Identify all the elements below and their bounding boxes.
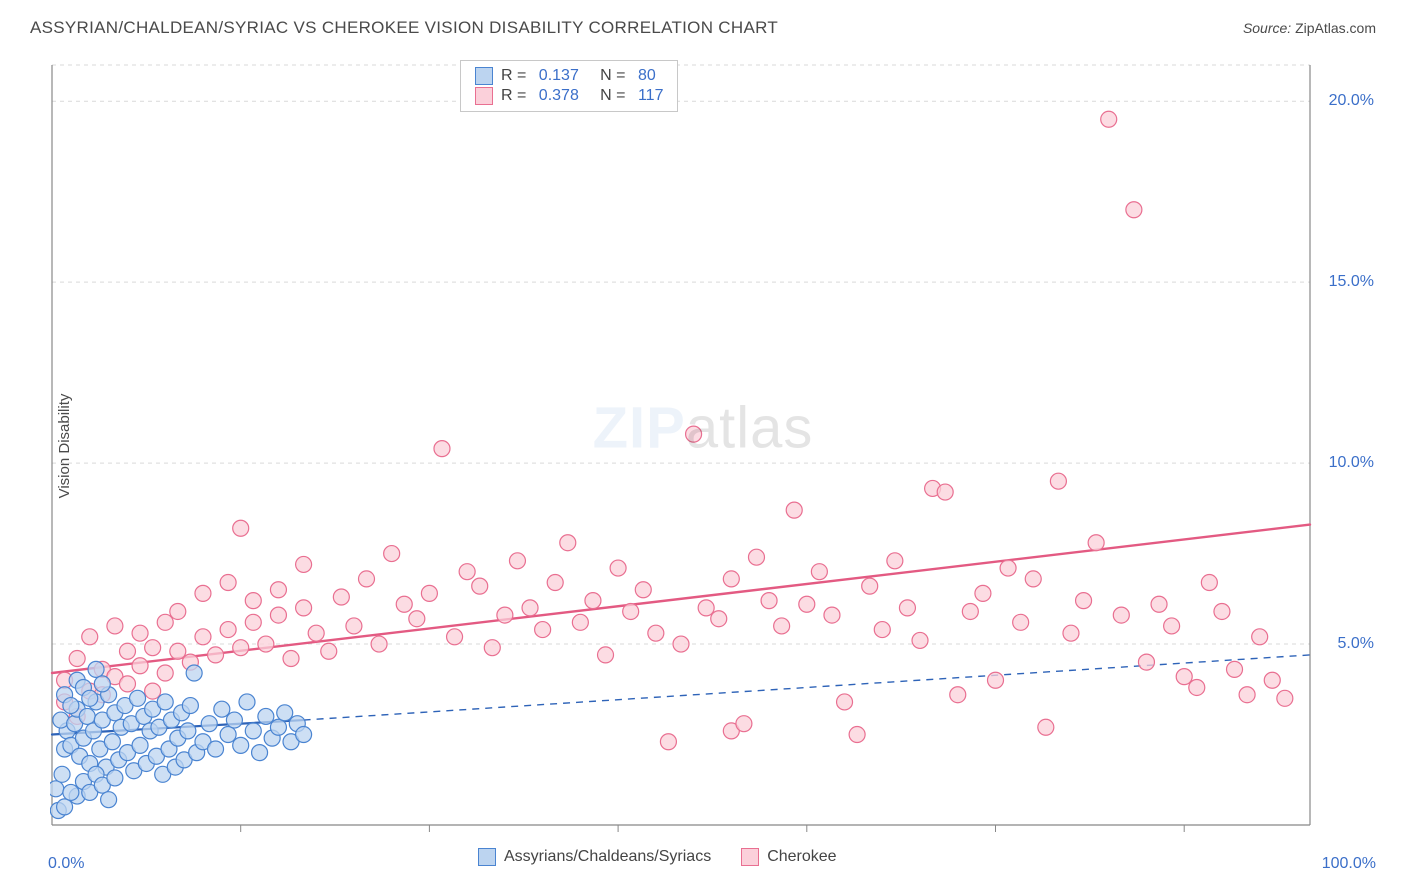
legend-r-label: R =: [501, 87, 531, 105]
series-legend-item: Cherokee: [741, 848, 836, 866]
legend-n-value: 117: [638, 87, 664, 105]
legend-n-value: 80: [638, 67, 656, 85]
series-legend-item: Assyrians/Chaldeans/Syriacs: [478, 848, 711, 866]
x-axis-min: 0.0%: [48, 855, 84, 873]
legend-r-value: 0.137: [539, 67, 579, 85]
x-axis-max: 100.0%: [1322, 855, 1376, 873]
series-legend: Assyrians/Chaldeans/Syriacs Cherokee: [478, 848, 837, 866]
y-tick-label: 5.0%: [1338, 635, 1374, 653]
series-legend-label: Assyrians/Chaldeans/Syriacs: [504, 848, 711, 866]
legend-n-label: N =: [587, 67, 630, 85]
correlation-legend: R = 0.137 N = 80R = 0.378 N = 117: [460, 60, 678, 112]
series-legend-label: Cherokee: [767, 848, 836, 866]
y-tick-label: 20.0%: [1329, 92, 1374, 110]
legend-n-label: N =: [587, 87, 630, 105]
source-attribution: Source: ZipAtlas.com: [1243, 20, 1376, 36]
scatter-plot: [50, 55, 1370, 845]
legend-r-label: R =: [501, 67, 531, 85]
legend-swatch: [475, 67, 493, 85]
legend-row: R = 0.378 N = 117: [475, 86, 663, 106]
legend-r-value: 0.378: [539, 87, 579, 105]
source-label: Source:: [1243, 20, 1291, 36]
legend-swatch: [475, 87, 493, 105]
source-value: ZipAtlas.com: [1295, 20, 1376, 36]
y-tick-label: 15.0%: [1329, 273, 1374, 291]
legend-swatch: [741, 848, 759, 866]
y-tick-label: 10.0%: [1329, 454, 1374, 472]
legend-swatch: [478, 848, 496, 866]
legend-row: R = 0.137 N = 80: [475, 66, 663, 86]
chart-title: ASSYRIAN/CHALDEAN/SYRIAC VS CHEROKEE VIS…: [30, 18, 778, 38]
chart-svg: [50, 55, 1370, 845]
